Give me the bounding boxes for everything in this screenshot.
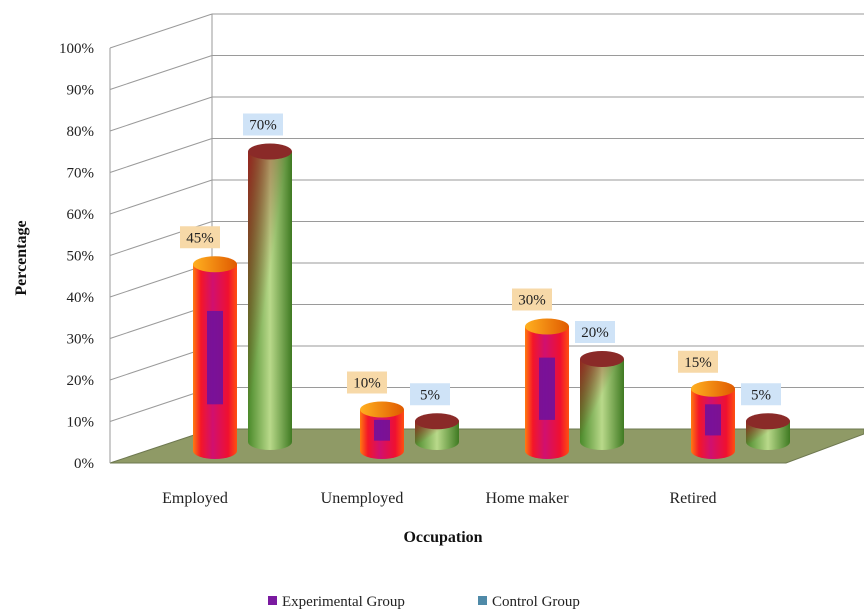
x-tick-label: Home maker (485, 490, 569, 507)
y-tick-label: 80% (67, 124, 95, 140)
data-label: 70% (249, 118, 277, 134)
x-axis-title: Occupation (403, 529, 482, 546)
data-label-bg (512, 288, 552, 311)
data-label: 10% (353, 376, 381, 392)
bar-0-1 (360, 401, 404, 459)
legend-label-experimental: Experimental Group (282, 594, 405, 610)
bar-marker (207, 310, 223, 405)
x-tick-label: Unemployed (321, 490, 404, 507)
data-label: 20% (581, 325, 609, 341)
x-axis: Employed Unemployed Home maker Retired (162, 490, 716, 507)
bar-1-0 (248, 143, 292, 450)
y-tick-label: 20% (67, 373, 95, 389)
bar-marker (539, 357, 555, 420)
legend: Experimental Group Control Group (268, 594, 580, 610)
data-label-bg (243, 113, 283, 136)
bar-0-2 (525, 318, 569, 459)
y-tick-label: 90% (67, 83, 95, 99)
bar-top (580, 351, 624, 367)
data-label-bg (741, 383, 781, 406)
side-gridline (109, 13, 213, 49)
bar-1-2 (580, 351, 624, 450)
bar-top (360, 401, 404, 418)
side-gridline (109, 179, 213, 215)
y-axis: 0% 10% 20% 30% 40% 50% 60% 70% 80% 90% 100% (59, 41, 94, 472)
side-gridline (109, 96, 213, 132)
y-tick-label: 30% (67, 332, 95, 348)
y-tick-label: 40% (67, 290, 95, 306)
bar-top (193, 256, 237, 273)
legend-swatch-control (478, 596, 487, 605)
data-labels: 45% 70% 10% 5% 30% 20% 15% 5% (180, 113, 781, 406)
bar-sheen (580, 359, 624, 450)
x-tick-label: Retired (669, 490, 716, 507)
bars (193, 143, 790, 459)
bar-top (691, 380, 735, 397)
legend-swatch-experimental (268, 596, 277, 605)
bar-marker (374, 419, 390, 441)
x-tick-label: Employed (162, 490, 228, 507)
bar-1-3 (746, 413, 790, 450)
data-label-bg (347, 371, 387, 394)
data-label: 30% (518, 293, 546, 309)
bar-top (525, 318, 569, 335)
y-tick-label: 70% (67, 166, 95, 182)
data-label-bg (575, 321, 615, 343)
bar-0-3 (691, 380, 735, 459)
bar-sheen (746, 421, 790, 450)
y-tick-label: 50% (67, 249, 95, 265)
data-label: 5% (420, 387, 440, 403)
chart-walls (109, 13, 864, 464)
y-tick-label: 60% (67, 207, 95, 223)
bar-1-1 (415, 413, 459, 450)
bar-top (248, 143, 292, 160)
bar-top (746, 413, 790, 430)
y-axis-title: Percentage (13, 220, 30, 295)
data-label: 45% (186, 230, 214, 246)
data-label-bg (678, 350, 718, 373)
y-tick-label: 100% (59, 41, 94, 57)
data-label: 15% (684, 355, 712, 371)
bar-marker (705, 404, 721, 436)
y-tick-label: 10% (67, 415, 95, 431)
bar-top (415, 413, 459, 430)
data-label-bg (180, 226, 220, 249)
bar-sheen (248, 151, 292, 450)
data-label-bg (410, 383, 450, 406)
side-gridline (109, 55, 213, 90)
legend-label-control: Control Group (492, 594, 580, 610)
side-gridline (109, 138, 213, 173)
bar-sheen (415, 421, 459, 450)
bar-0-0 (193, 256, 237, 459)
y-tick-label: 0% (74, 456, 94, 472)
data-label: 5% (751, 387, 771, 403)
